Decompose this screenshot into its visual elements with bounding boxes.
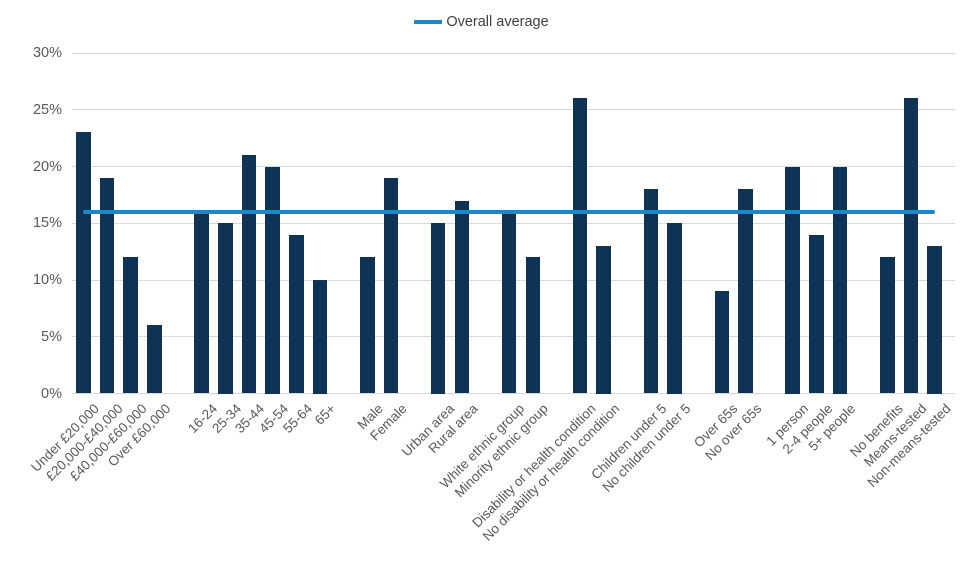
gridline: [72, 52, 955, 54]
bar-disability-or-health-condition: [572, 98, 588, 394]
bar-over-65s: [714, 291, 729, 394]
bar-16-24: [194, 211, 209, 394]
y-axis-tick-label: 20%: [32, 158, 62, 175]
bar-35-44: [241, 155, 257, 394]
bar-means-tested: [903, 98, 919, 394]
y-axis-tick-label: 0%: [41, 385, 62, 402]
bar-under-20-000: [76, 132, 91, 394]
bar-2-4-people: [809, 234, 824, 394]
gridline: [72, 393, 955, 394]
bar-no-over-65s: [738, 189, 753, 394]
bar-1-person: [785, 166, 800, 394]
gridline: [72, 166, 955, 167]
bar-children-under-5: [643, 189, 659, 394]
gridline: [72, 109, 955, 111]
bar-no-benefits: [880, 257, 895, 394]
y-axis-tick-label: 5%: [41, 328, 62, 345]
legend: Overall average: [0, 12, 963, 32]
y-axis-tick-label: 15%: [32, 215, 62, 232]
bar-no-disability-or-health-condition: [596, 246, 611, 394]
bar-minority-ethnic-group: [525, 257, 540, 394]
bar-55-64: [289, 234, 304, 394]
bar-no-children-under-5: [667, 223, 682, 394]
legend-line-marker: [414, 20, 443, 24]
bar-25-34: [218, 223, 233, 394]
bar-5-people: [832, 166, 848, 394]
bar-urban-area: [430, 223, 446, 394]
x-axis-label-65: 65+: [311, 401, 339, 428]
y-axis-tick-label: 25%: [32, 101, 62, 118]
overall-average-line: [83, 209, 935, 214]
y-axis-tick-label: 30%: [32, 45, 62, 61]
bar-65: [312, 280, 328, 394]
bar-over-60-000: [147, 325, 162, 394]
bar-male: [360, 257, 375, 394]
bar-45-54: [265, 166, 280, 394]
bar-40-000-60-000: [123, 257, 138, 394]
bar-rural-area: [454, 200, 470, 394]
bar-20-000-40-000: [99, 177, 115, 394]
bar-white-ethnic-group: [501, 211, 517, 394]
bar-female: [383, 177, 399, 394]
legend-label: Overall average: [446, 14, 549, 30]
bar-non-means-tested: [927, 246, 942, 394]
y-axis-tick-label: 10%: [32, 272, 62, 288]
